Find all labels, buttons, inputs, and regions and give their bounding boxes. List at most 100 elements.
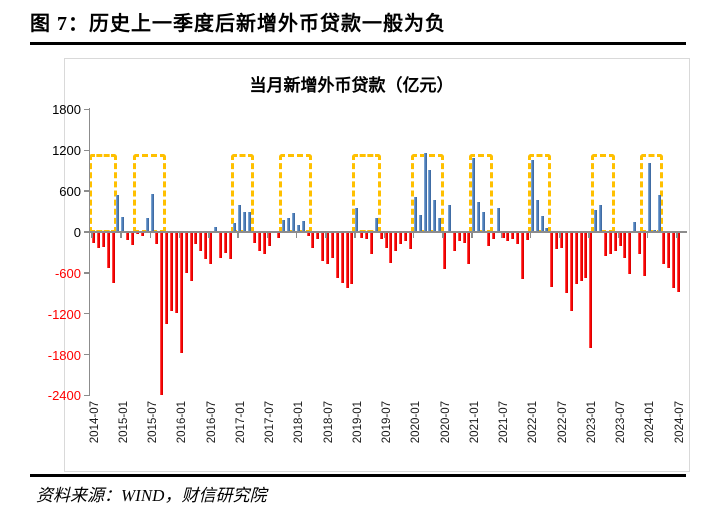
- y-tick-label: 1200: [52, 143, 81, 159]
- bar: [369, 233, 373, 255]
- y-axis-tick: [84, 231, 89, 233]
- bar: [589, 233, 593, 348]
- bar: [248, 211, 251, 232]
- x-axis-tick: [295, 233, 298, 238]
- y-tick-label: -2400: [47, 388, 81, 404]
- bar: [228, 233, 232, 260]
- bar: [618, 233, 622, 246]
- bar: [482, 211, 485, 232]
- bar: [594, 210, 598, 232]
- x-axis-tick: [617, 233, 620, 238]
- bar: [511, 233, 515, 240]
- bar: [423, 153, 427, 232]
- x-tick-label: 2023-07: [615, 401, 627, 444]
- source-text: 资料来源：WIND，财信研究院: [36, 486, 267, 505]
- x-tick-label: 2019-07: [381, 401, 393, 444]
- bar: [350, 233, 354, 285]
- bar: [491, 233, 495, 240]
- bar: [282, 220, 286, 232]
- bar: [418, 215, 422, 232]
- title-divider-rule: [30, 42, 686, 45]
- x-axis-tick: [559, 233, 561, 238]
- bar: [428, 170, 432, 232]
- bar: [623, 233, 627, 258]
- y-tick-label: 0: [73, 225, 81, 240]
- x-axis-tick: [325, 233, 327, 238]
- x-tick-label: 2023-01: [585, 401, 598, 444]
- bar: [530, 160, 534, 232]
- x-axis-tick: [91, 233, 93, 238]
- x-tick-label: 2018-07: [322, 401, 335, 444]
- x-axis-tick: [178, 233, 181, 238]
- bar: [584, 233, 588, 278]
- bar: [296, 224, 300, 232]
- bar: [155, 233, 159, 245]
- bar: [550, 233, 554, 288]
- y-tick-label: -1800: [47, 347, 81, 363]
- y-axis-tick: [84, 394, 89, 397]
- bar: [106, 233, 110, 268]
- bar: [218, 233, 222, 258]
- y-axis-tick: [84, 190, 89, 192]
- bar: [262, 233, 266, 255]
- x-axis-tick: [237, 233, 239, 238]
- x-axis-tick: [646, 233, 649, 238]
- bar: [647, 163, 651, 232]
- x-axis-zero-line: [88, 231, 687, 233]
- x-axis-tick: [383, 233, 386, 238]
- bar: [443, 233, 446, 270]
- bar: [233, 223, 237, 232]
- y-tick-label: -600: [54, 265, 81, 281]
- bar: [433, 200, 437, 232]
- bar: [96, 233, 100, 248]
- bar: [667, 233, 671, 268]
- x-axis-tick: [500, 233, 503, 238]
- bar: [311, 233, 315, 248]
- x-tick-label: 2020-07: [439, 401, 452, 444]
- y-axis-line: [88, 108, 90, 396]
- bar: [642, 233, 646, 276]
- bar: [564, 233, 568, 293]
- bar: [413, 196, 417, 232]
- bar: [496, 208, 500, 232]
- bar: [652, 229, 656, 232]
- bar: [608, 233, 612, 255]
- bar: [184, 233, 188, 273]
- bar: [599, 205, 602, 232]
- y-tick-label: -1200: [47, 306, 81, 322]
- bar: [633, 221, 637, 232]
- x-axis-tick: [676, 233, 678, 238]
- bar: [408, 233, 412, 250]
- bar: [213, 227, 217, 232]
- bar: [462, 233, 466, 243]
- x-axis-tick: [208, 233, 210, 238]
- x-axis-tick: [149, 233, 152, 238]
- bar: [101, 233, 105, 247]
- x-tick-label: 2021-01: [468, 401, 481, 444]
- bar: [579, 233, 583, 281]
- bar: [140, 233, 144, 237]
- bar: [603, 233, 607, 256]
- bar: [267, 233, 271, 246]
- bar: [160, 233, 164, 396]
- bar: [179, 233, 183, 353]
- bar: [131, 233, 134, 246]
- bar: [252, 233, 256, 243]
- bar: [360, 233, 364, 238]
- x-tick-label: 2024-01: [644, 401, 657, 444]
- bar: [555, 233, 559, 250]
- bar: [516, 233, 520, 245]
- highlight-box: [89, 154, 118, 234]
- bar: [257, 233, 261, 251]
- bar: [452, 233, 456, 251]
- bar: [340, 233, 344, 283]
- bar: [540, 215, 544, 232]
- y-axis-tick: [84, 353, 89, 356]
- bar: [223, 233, 227, 253]
- x-tick-label: 2021-07: [498, 401, 510, 444]
- bar: [525, 233, 529, 240]
- x-tick-label: 2015-07: [147, 401, 159, 444]
- bar: [486, 233, 490, 246]
- y-axis-tick: [84, 272, 89, 274]
- bar: [301, 221, 305, 232]
